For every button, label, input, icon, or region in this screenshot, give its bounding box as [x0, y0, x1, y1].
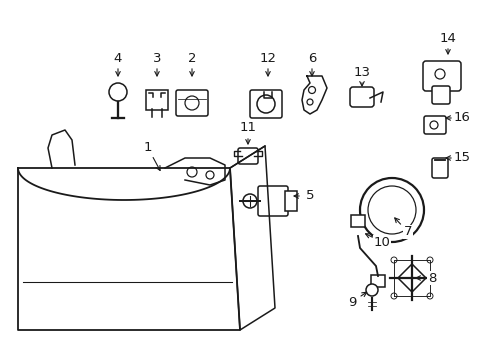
- FancyBboxPatch shape: [349, 87, 373, 107]
- Circle shape: [205, 171, 214, 179]
- FancyBboxPatch shape: [176, 90, 207, 116]
- Circle shape: [426, 257, 432, 263]
- FancyBboxPatch shape: [146, 90, 168, 110]
- Circle shape: [426, 293, 432, 299]
- Circle shape: [257, 95, 274, 113]
- FancyBboxPatch shape: [423, 116, 445, 134]
- Circle shape: [390, 293, 396, 299]
- Text: 4: 4: [114, 51, 122, 64]
- Text: 10: 10: [373, 235, 389, 248]
- Circle shape: [429, 121, 437, 129]
- Text: 5: 5: [305, 189, 314, 202]
- Text: 15: 15: [452, 152, 469, 165]
- Text: 16: 16: [453, 112, 469, 125]
- Text: 11: 11: [239, 121, 256, 135]
- Circle shape: [367, 186, 415, 234]
- FancyBboxPatch shape: [431, 86, 449, 104]
- FancyBboxPatch shape: [370, 275, 384, 287]
- Text: 7: 7: [403, 225, 411, 238]
- Text: 2: 2: [187, 51, 196, 64]
- Circle shape: [308, 86, 315, 94]
- Circle shape: [306, 99, 312, 105]
- Text: 9: 9: [347, 296, 355, 309]
- Circle shape: [243, 194, 257, 208]
- Circle shape: [359, 178, 423, 242]
- Text: 14: 14: [439, 31, 455, 45]
- Text: 13: 13: [353, 66, 370, 78]
- FancyBboxPatch shape: [285, 191, 296, 211]
- FancyBboxPatch shape: [249, 90, 282, 118]
- FancyBboxPatch shape: [431, 158, 447, 178]
- Text: 6: 6: [307, 51, 316, 64]
- Circle shape: [184, 96, 199, 110]
- FancyBboxPatch shape: [350, 215, 364, 227]
- Circle shape: [365, 284, 377, 296]
- Circle shape: [434, 69, 444, 79]
- FancyBboxPatch shape: [238, 148, 258, 164]
- FancyBboxPatch shape: [258, 186, 287, 216]
- Text: 8: 8: [427, 271, 435, 284]
- Circle shape: [109, 83, 127, 101]
- Text: 12: 12: [259, 51, 276, 64]
- FancyBboxPatch shape: [422, 61, 460, 91]
- Text: 1: 1: [143, 141, 152, 154]
- Circle shape: [390, 257, 396, 263]
- Circle shape: [186, 167, 197, 177]
- Text: 3: 3: [152, 51, 161, 64]
